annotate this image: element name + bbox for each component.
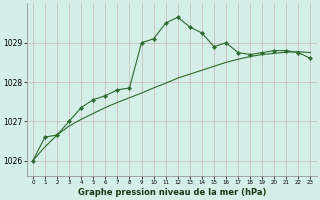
X-axis label: Graphe pression niveau de la mer (hPa): Graphe pression niveau de la mer (hPa) <box>77 188 266 197</box>
